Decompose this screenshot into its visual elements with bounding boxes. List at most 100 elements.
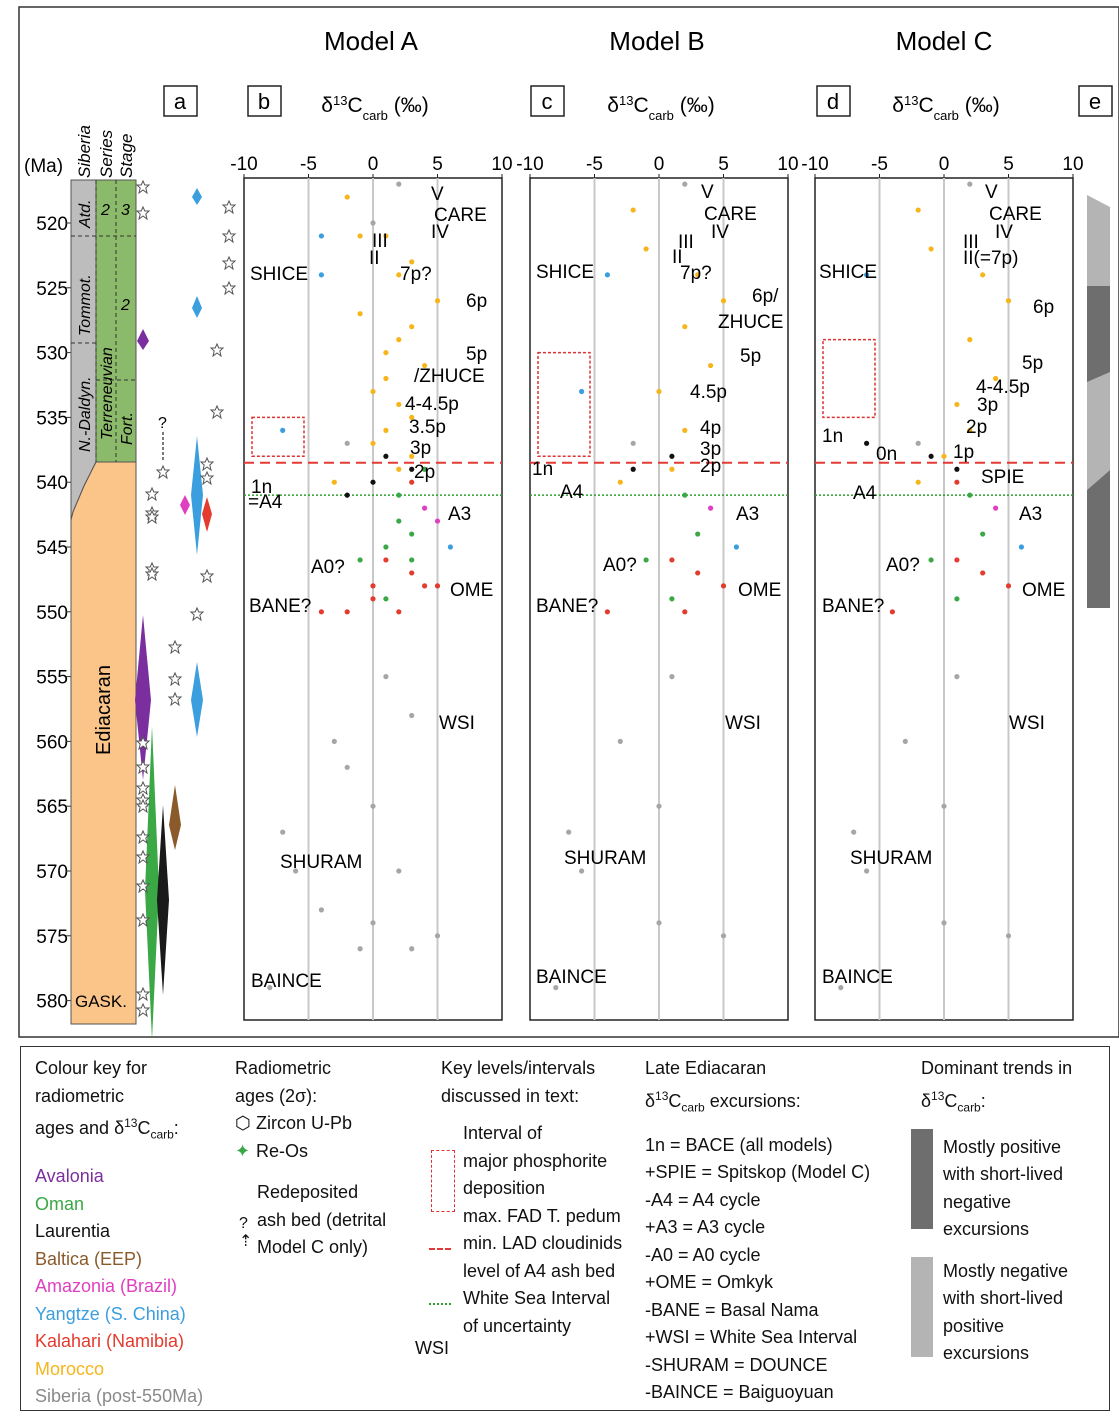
region-label: Oman xyxy=(35,1193,85,1214)
baltica-age-567 xyxy=(169,785,181,850)
data-point xyxy=(579,388,585,395)
key-levels-title-2: discussed in text: xyxy=(441,1085,580,1106)
data-point xyxy=(409,557,415,563)
x-tick-label: 5 xyxy=(432,154,443,175)
excursion-annotation: 4-4.5p xyxy=(976,377,1030,398)
data-point xyxy=(344,194,350,200)
data-point xyxy=(967,181,973,187)
data-point xyxy=(331,479,337,485)
data-point xyxy=(864,868,870,874)
redeposited-2: ash bed (detrital xyxy=(257,1209,387,1230)
data-point xyxy=(669,674,675,680)
data-point xyxy=(357,311,363,317)
legend-excursions: Late Ediacaran δ13Ccarb excursions: 1n =… xyxy=(645,1055,870,1407)
data-point xyxy=(383,350,389,356)
region-label: Yangtze (S. China) xyxy=(35,1303,186,1324)
data-point xyxy=(280,829,286,835)
zircon-star-marker xyxy=(135,205,151,221)
data-point xyxy=(864,272,870,278)
data-point xyxy=(434,298,441,304)
atd-label: Atd. xyxy=(77,200,94,229)
data-point xyxy=(344,609,350,615)
excursion-item: +WSI = White Sea Interval xyxy=(645,1327,858,1348)
data-point xyxy=(396,272,402,278)
age-tick-label: 520 xyxy=(36,214,68,235)
region-label: Avalonia xyxy=(35,1166,104,1187)
data-point xyxy=(669,557,675,563)
data-point xyxy=(422,583,428,589)
excursion-annotation: 4.5p xyxy=(690,382,727,403)
x-tick-label: -5 xyxy=(300,154,317,175)
data-point xyxy=(993,375,999,382)
data-point xyxy=(383,674,389,680)
model-a-title: Model A xyxy=(324,26,419,56)
excursion-annotation: 2p xyxy=(700,456,721,477)
age-tick-label: 525 xyxy=(36,279,68,300)
x-tick-label: -10 xyxy=(516,154,543,175)
a4-line-swatch xyxy=(429,1303,451,1305)
data-point xyxy=(708,362,714,369)
region-label: Baltica (EEP) xyxy=(35,1248,143,1269)
data-point xyxy=(656,388,662,395)
avalonia-age-530 xyxy=(137,329,149,350)
data-point xyxy=(720,298,727,304)
trend-pos-1: Mostly positive xyxy=(943,1136,1062,1157)
axis-title-c: δ13Ccarb (‰) xyxy=(607,93,714,123)
data-point xyxy=(396,518,402,524)
zircon-star-marker xyxy=(209,342,225,358)
stage-3-label: 3 xyxy=(121,202,130,219)
data-point xyxy=(396,868,402,874)
redeposited-arrow-icon: ? ⇡ xyxy=(239,1215,253,1250)
zircon-star-marker xyxy=(135,780,151,796)
data-point xyxy=(954,401,960,408)
excursion-annotation: 0n xyxy=(876,444,897,465)
data-point xyxy=(318,272,324,278)
data-point xyxy=(954,596,960,602)
excursion-annotation: IV xyxy=(711,222,729,243)
fad-2: min. LAD cloudinids xyxy=(463,1233,623,1253)
excursion-annotation: 5p xyxy=(466,344,487,365)
data-point xyxy=(630,207,636,213)
data-point xyxy=(941,453,947,459)
excursion-annotation: 2p xyxy=(414,462,435,483)
data-point xyxy=(579,868,585,874)
excursion-annotation: 7p? xyxy=(400,264,432,285)
zircon-star-marker xyxy=(144,566,160,582)
amazonia-age-542 xyxy=(180,495,190,515)
excursion-annotation: BANE? xyxy=(249,596,311,617)
data-point xyxy=(954,674,960,680)
data-point xyxy=(954,479,960,485)
data-point xyxy=(669,453,675,459)
terreneuvian-label: Terreneuvian xyxy=(99,347,116,440)
fad-1: max. FAD T. pedum xyxy=(463,1205,621,1226)
age-tick-label: 535 xyxy=(36,408,68,429)
trend-dark-swatch xyxy=(911,1129,933,1229)
data-point xyxy=(1005,933,1012,939)
excursion-list: 1n = BACE (all models) +SPIE = Spitskop (… xyxy=(645,1132,870,1407)
zircon-star-marker xyxy=(189,606,205,622)
data-point xyxy=(915,207,921,213)
excursion-annotation: BANE? xyxy=(536,596,598,617)
trend-neg-3: positive xyxy=(943,1315,1005,1336)
data-point xyxy=(409,479,415,485)
strat-column: Siberia Series Stage Atd. Tommot. N.-Dal… xyxy=(70,125,137,1025)
excursion-annotation: SPIE xyxy=(981,467,1024,488)
data-point xyxy=(422,362,428,369)
figure-frame xyxy=(18,6,1119,1038)
a4-level-label: level of A4 ash bed xyxy=(463,1260,616,1281)
data-point xyxy=(370,803,376,809)
data-point xyxy=(928,557,934,563)
excursion-annotation: 4-4.5p xyxy=(405,394,459,415)
data-point xyxy=(331,738,337,745)
data-point xyxy=(447,544,453,550)
data-point xyxy=(682,181,688,187)
excursion-annotation: A3 xyxy=(736,504,759,525)
redeposited-question-mark: ? xyxy=(158,415,167,432)
excursion-annotation: III xyxy=(372,231,388,252)
zircon-icon: ⬡ xyxy=(235,1113,251,1133)
phosphorite-interval-box xyxy=(822,338,876,419)
data-point xyxy=(409,570,415,576)
data-point xyxy=(409,259,415,265)
zircon-row: ⬡ Zircon U-Pb xyxy=(235,1110,386,1138)
